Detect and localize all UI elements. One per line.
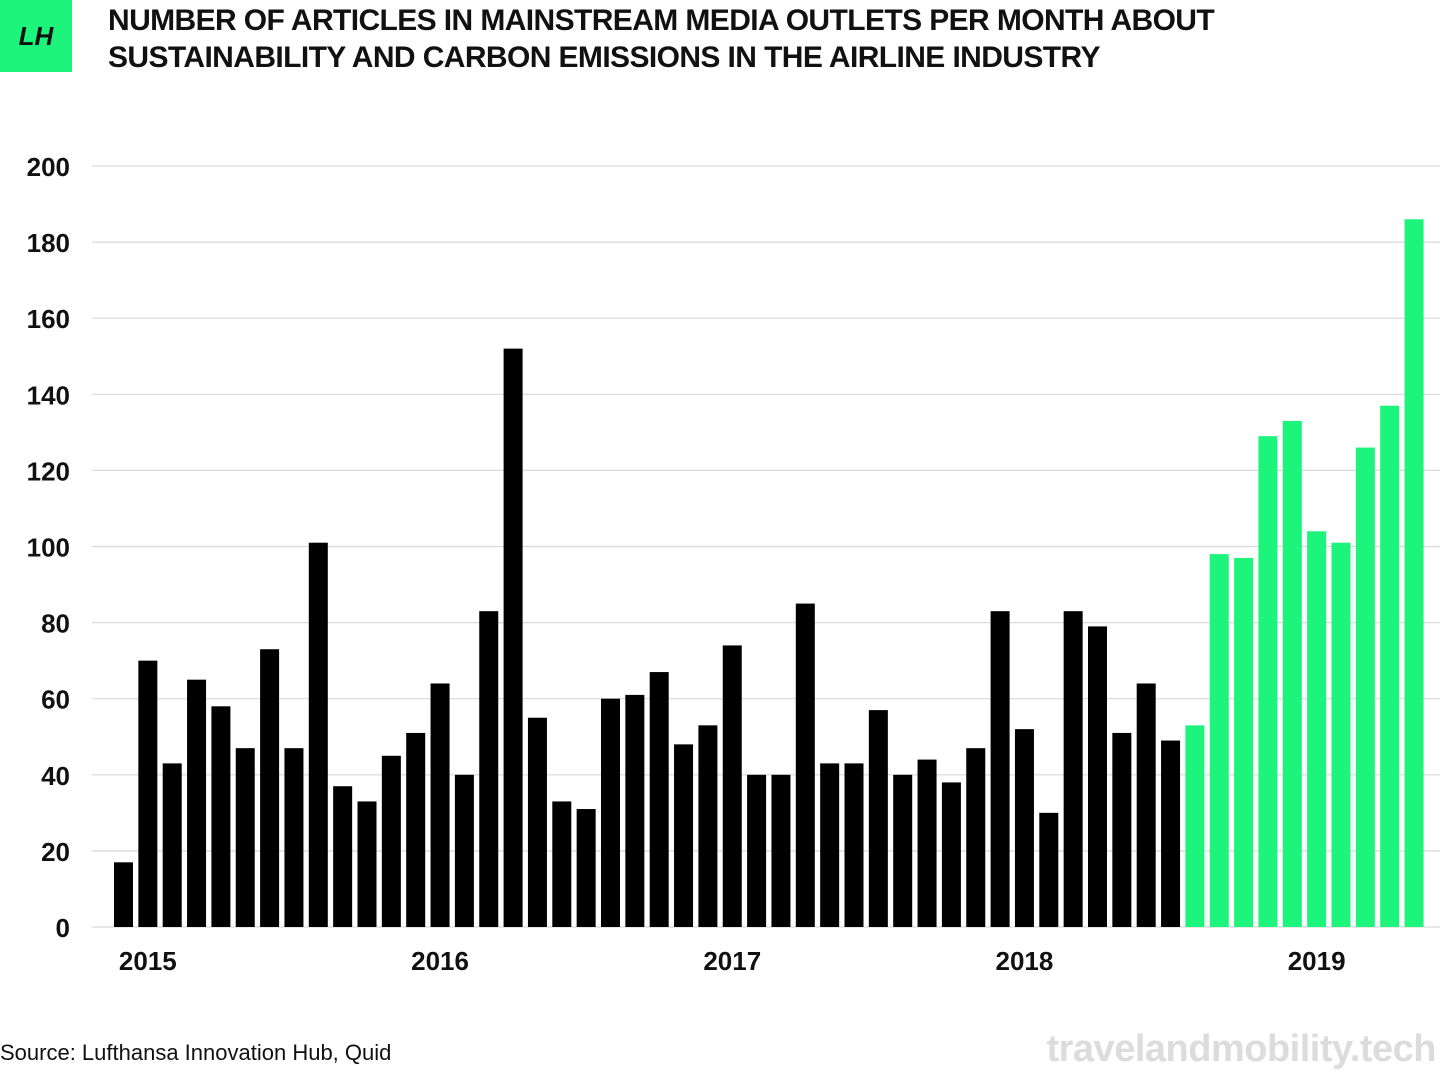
y-tick-label: 20 — [41, 837, 70, 867]
bar — [333, 786, 353, 927]
bar — [649, 672, 669, 927]
bar — [552, 801, 572, 927]
bar — [211, 706, 231, 927]
y-tick-label: 180 — [27, 228, 70, 258]
bar — [990, 611, 1010, 927]
y-tick-label: 40 — [41, 761, 70, 791]
bar — [698, 725, 718, 927]
chart-title: NUMBER OF ARTICLES IN MAINSTREAM MEDIA O… — [108, 4, 1215, 74]
bar — [284, 748, 304, 927]
bar — [941, 782, 961, 927]
bar — [601, 698, 620, 927]
bar — [1112, 732, 1132, 927]
bar — [1404, 219, 1424, 927]
y-tick-label: 140 — [27, 380, 70, 410]
bar — [1234, 557, 1254, 927]
y-tick-label: 0 — [56, 913, 70, 943]
y-tick-label: 120 — [27, 456, 70, 486]
bar — [1355, 447, 1375, 927]
bar — [381, 755, 401, 927]
bar — [917, 759, 937, 927]
bar — [1380, 405, 1400, 928]
bar — [1307, 531, 1327, 927]
bar — [820, 763, 840, 927]
bar — [868, 710, 888, 927]
y-tick-label: 60 — [41, 685, 70, 715]
bar — [674, 744, 694, 927]
bar — [1136, 683, 1156, 927]
bar — [576, 809, 596, 927]
bar — [893, 774, 913, 927]
lh-logo-icon: LH — [19, 21, 55, 51]
y-tick-label: 80 — [41, 609, 70, 639]
bar — [357, 801, 377, 927]
bar — [771, 774, 791, 927]
bar — [1014, 729, 1034, 927]
bar — [1282, 420, 1302, 927]
x-tick-label: 2018 — [996, 946, 1054, 976]
y-tick-label: 160 — [27, 304, 70, 334]
bar — [844, 763, 864, 927]
bar — [1161, 740, 1181, 927]
bar — [1063, 611, 1083, 927]
bar — [406, 732, 426, 927]
bar — [722, 645, 742, 927]
bar — [1258, 436, 1278, 927]
bar — [747, 774, 767, 927]
x-tick-label: 2019 — [1288, 946, 1346, 976]
bar — [235, 748, 255, 927]
bar — [308, 542, 328, 927]
bar — [479, 611, 499, 927]
bar — [625, 694, 645, 927]
y-tick-label: 100 — [27, 533, 70, 563]
bar — [162, 763, 182, 927]
bar — [260, 649, 280, 927]
bar — [795, 603, 815, 927]
bar — [430, 683, 450, 927]
bar — [503, 348, 523, 927]
x-tick-label: 2017 — [703, 946, 761, 976]
bar — [527, 717, 547, 927]
watermark: travelandmobility.tech — [1046, 1028, 1436, 1070]
bar — [1088, 626, 1107, 927]
bar — [114, 862, 133, 927]
logo-text: LH — [19, 21, 55, 51]
bar — [187, 679, 207, 927]
logo: LH — [0, 0, 72, 72]
bar — [1331, 542, 1351, 927]
bar — [454, 774, 474, 927]
x-tick-label: 2016 — [411, 946, 469, 976]
source-note: Source: Lufthansa Innovation Hub, Quid — [0, 1040, 392, 1065]
bar — [966, 748, 986, 927]
bar — [138, 660, 158, 927]
bar — [1185, 725, 1205, 927]
x-tick-label: 2015 — [119, 946, 177, 976]
bar — [1039, 812, 1059, 927]
y-tick-label: 200 — [27, 152, 70, 182]
bar — [1209, 554, 1229, 927]
bar-chart: 0 20 40 60 80 100 120 140 160 180 200 2015 2016 2017 2… — [27, 152, 1440, 976]
